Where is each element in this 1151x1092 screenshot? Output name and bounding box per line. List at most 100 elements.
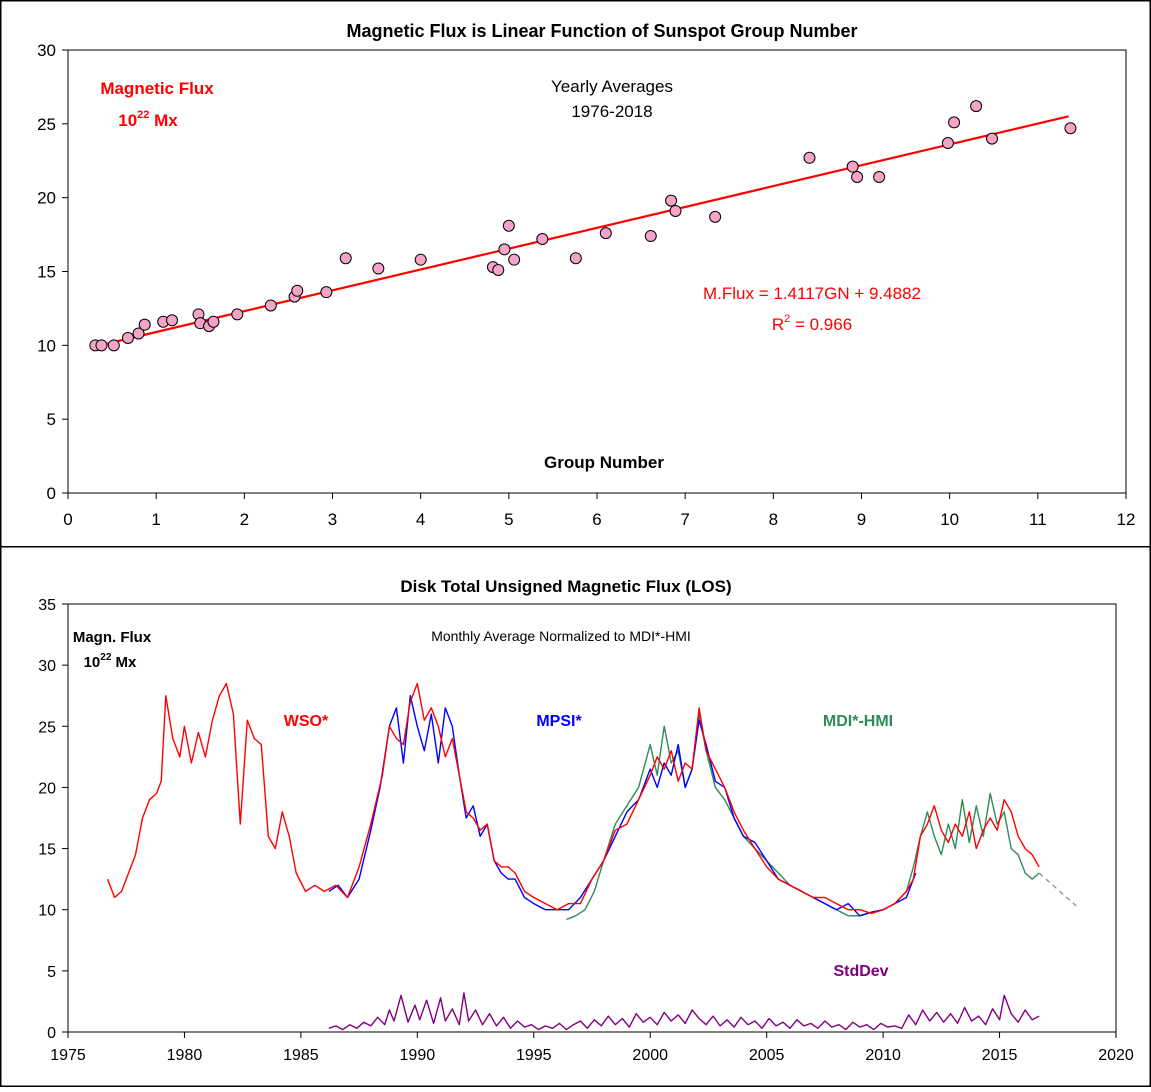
chart2-x-axis: 1975 1980 1985 1990 1995 2000 2005 2010 2015 2020 — [50, 1032, 1134, 1064]
chart1-point-13 — [264, 299, 277, 312]
chart1-point-26 — [569, 252, 582, 265]
chart2-ylabel: Magn. Flux — [73, 629, 152, 646]
chart1-point-7 — [166, 314, 179, 327]
chart1-annotation-line2: 1976-2018 — [571, 102, 652, 121]
chart1-point-5 — [138, 318, 151, 331]
chart1-point-39 — [985, 132, 998, 145]
chart1-xlabel: Group Number — [544, 453, 664, 472]
chart1-xtick-label-1: 1 — [151, 510, 160, 529]
chart1-x-axis: 0 1 2 3 4 5 6 7 8 9 10 11 12 — [63, 493, 1135, 529]
chart2-ylabel-unit-base: 10 — [84, 654, 101, 671]
chart1-xtick-label-3: 3 — [328, 510, 337, 529]
chart1-point-30 — [669, 204, 682, 217]
chart2-y-axis: 0 5 10 15 20 25 30 35 — [38, 597, 68, 1042]
chart1-xtick-label-4: 4 — [416, 510, 425, 529]
chart2-ylabel-unit-rest: Mx — [111, 654, 137, 671]
chart2-label-mpsi: MPSI* — [536, 713, 582, 730]
chart2-ytick-label-5: 25 — [38, 719, 56, 736]
chart1-point-32 — [803, 151, 816, 164]
chart1-y-axis: 0 5 10 15 20 25 30 — [37, 41, 68, 503]
chart2-series-wso — [106, 682, 1040, 915]
chart1-ylabel-unit-base: 10 — [118, 111, 137, 130]
chart1-point-1 — [95, 339, 108, 352]
chart1-ytick-label-1: 5 — [47, 410, 56, 429]
chart1-fit-equation: M.Flux = 1.4117GN + 9.4882 — [703, 284, 921, 303]
chart1-point-31 — [709, 210, 722, 223]
chart1-points — [89, 100, 1077, 352]
chart2-xtick-label-1: 1980 — [167, 1047, 203, 1064]
chart1-point-15 — [291, 284, 304, 297]
chart1-point-19 — [414, 253, 427, 266]
chart2-label-mdi-hmi: MDI*-HMI — [823, 713, 893, 730]
chart2-label-wso: WSO* — [284, 713, 329, 730]
chart1-point-33 — [846, 160, 859, 173]
chart1-xtick-label-2: 2 — [240, 510, 249, 529]
chart1-point-38 — [970, 100, 983, 113]
chart2-series-stddev — [328, 992, 1040, 1031]
chart2-xtick-label-6: 2005 — [749, 1047, 785, 1064]
bottom-panel-frame — [0, 546, 1151, 1087]
chart1-fit-line — [94, 115, 1069, 348]
chart2-series — [106, 682, 1077, 1031]
chart1-point-37 — [948, 116, 961, 129]
chart1-point-25 — [536, 233, 549, 246]
chart1-xtick-label-11: 11 — [1029, 510, 1047, 529]
chart2-ylabel-unit: 1022 Mx — [84, 652, 137, 671]
chart1-annotation-line1: Yearly Averages — [551, 77, 673, 96]
scatter-chart: Magnetic Flux is Linear Function of Suns… — [37, 21, 1135, 529]
chart1-ytick-label-0: 0 — [47, 484, 56, 503]
chart2-xtick-label-2: 1985 — [283, 1047, 319, 1064]
chart1-ylabel-unit-exp: 22 — [137, 109, 149, 121]
chart1-ytick-label-4: 20 — [37, 189, 56, 208]
chart2-annotation: Monthly Average Normalized to MDI*-HMI — [431, 628, 691, 644]
chart1-point-12 — [231, 308, 244, 321]
line-chart: Disk Total Unsigned Magnetic Flux (LOS) … — [38, 577, 1134, 1064]
chart1-point-35 — [873, 170, 886, 183]
chart2-ytick-label-1: 5 — [47, 964, 56, 981]
chart2-xtick-label-0: 1975 — [50, 1047, 86, 1064]
chart1-xtick-label-10: 10 — [940, 510, 959, 529]
chart1-point-22 — [498, 243, 511, 256]
chart1-point-2 — [107, 339, 120, 352]
chart1-point-4 — [132, 327, 145, 340]
chart1-xtick-label-5: 5 — [504, 510, 513, 529]
chart1-point-28 — [644, 230, 657, 243]
chart1-point-18 — [372, 262, 385, 275]
chart1-ytick-label-5: 25 — [37, 115, 56, 134]
chart1-r2-base: R — [772, 315, 784, 334]
chart2-xtick-label-5: 2000 — [632, 1047, 668, 1064]
chart1-xtick-label-8: 8 — [769, 510, 778, 529]
chart1-point-24 — [508, 253, 521, 266]
chart1-point-21 — [492, 264, 505, 277]
chart1-ytick-label-6: 30 — [37, 41, 56, 60]
chart1-point-17 — [339, 252, 352, 265]
chart1-r2-exp: 2 — [784, 313, 790, 325]
chart2-xtick-label-4: 1995 — [516, 1047, 552, 1064]
chart1-ytick-label-2: 10 — [37, 336, 56, 355]
chart2-label-stddev: StdDev — [833, 963, 888, 980]
chart1-r2: R2 = 0.966 — [772, 313, 852, 334]
chart2-ytick-label-7: 35 — [38, 597, 56, 614]
chart1-xtick-label-12: 12 — [1117, 510, 1136, 529]
chart1-point-16 — [320, 286, 333, 299]
chart1-r2-rest: = 0.966 — [790, 315, 852, 334]
chart1-point-36 — [941, 137, 954, 150]
chart1-ylabel: Magnetic Flux — [100, 79, 214, 98]
chart2-title: Disk Total Unsigned Magnetic Flux (LOS) — [400, 577, 731, 596]
chart2-xtick-label-8: 2015 — [982, 1047, 1018, 1064]
chart2-ytick-label-3: 15 — [38, 842, 56, 859]
chart2-xtick-label-9: 2020 — [1098, 1047, 1134, 1064]
chart1-xtick-label-9: 9 — [857, 510, 866, 529]
chart1-point-29 — [665, 194, 678, 207]
chart2-ytick-label-6: 30 — [38, 658, 56, 675]
chart1-point-3 — [121, 331, 134, 344]
chart1-xtick-label-7: 7 — [680, 510, 689, 529]
chart1-ytick-label-3: 15 — [37, 263, 56, 282]
chart2-xtick-label-3: 1990 — [400, 1047, 436, 1064]
chart2-xtick-label-7: 2010 — [865, 1047, 901, 1064]
chart1-ylabel-unit: 1022 Mx — [118, 109, 178, 130]
chart1-point-27 — [599, 227, 612, 240]
chart2-ytick-label-4: 20 — [38, 780, 56, 797]
